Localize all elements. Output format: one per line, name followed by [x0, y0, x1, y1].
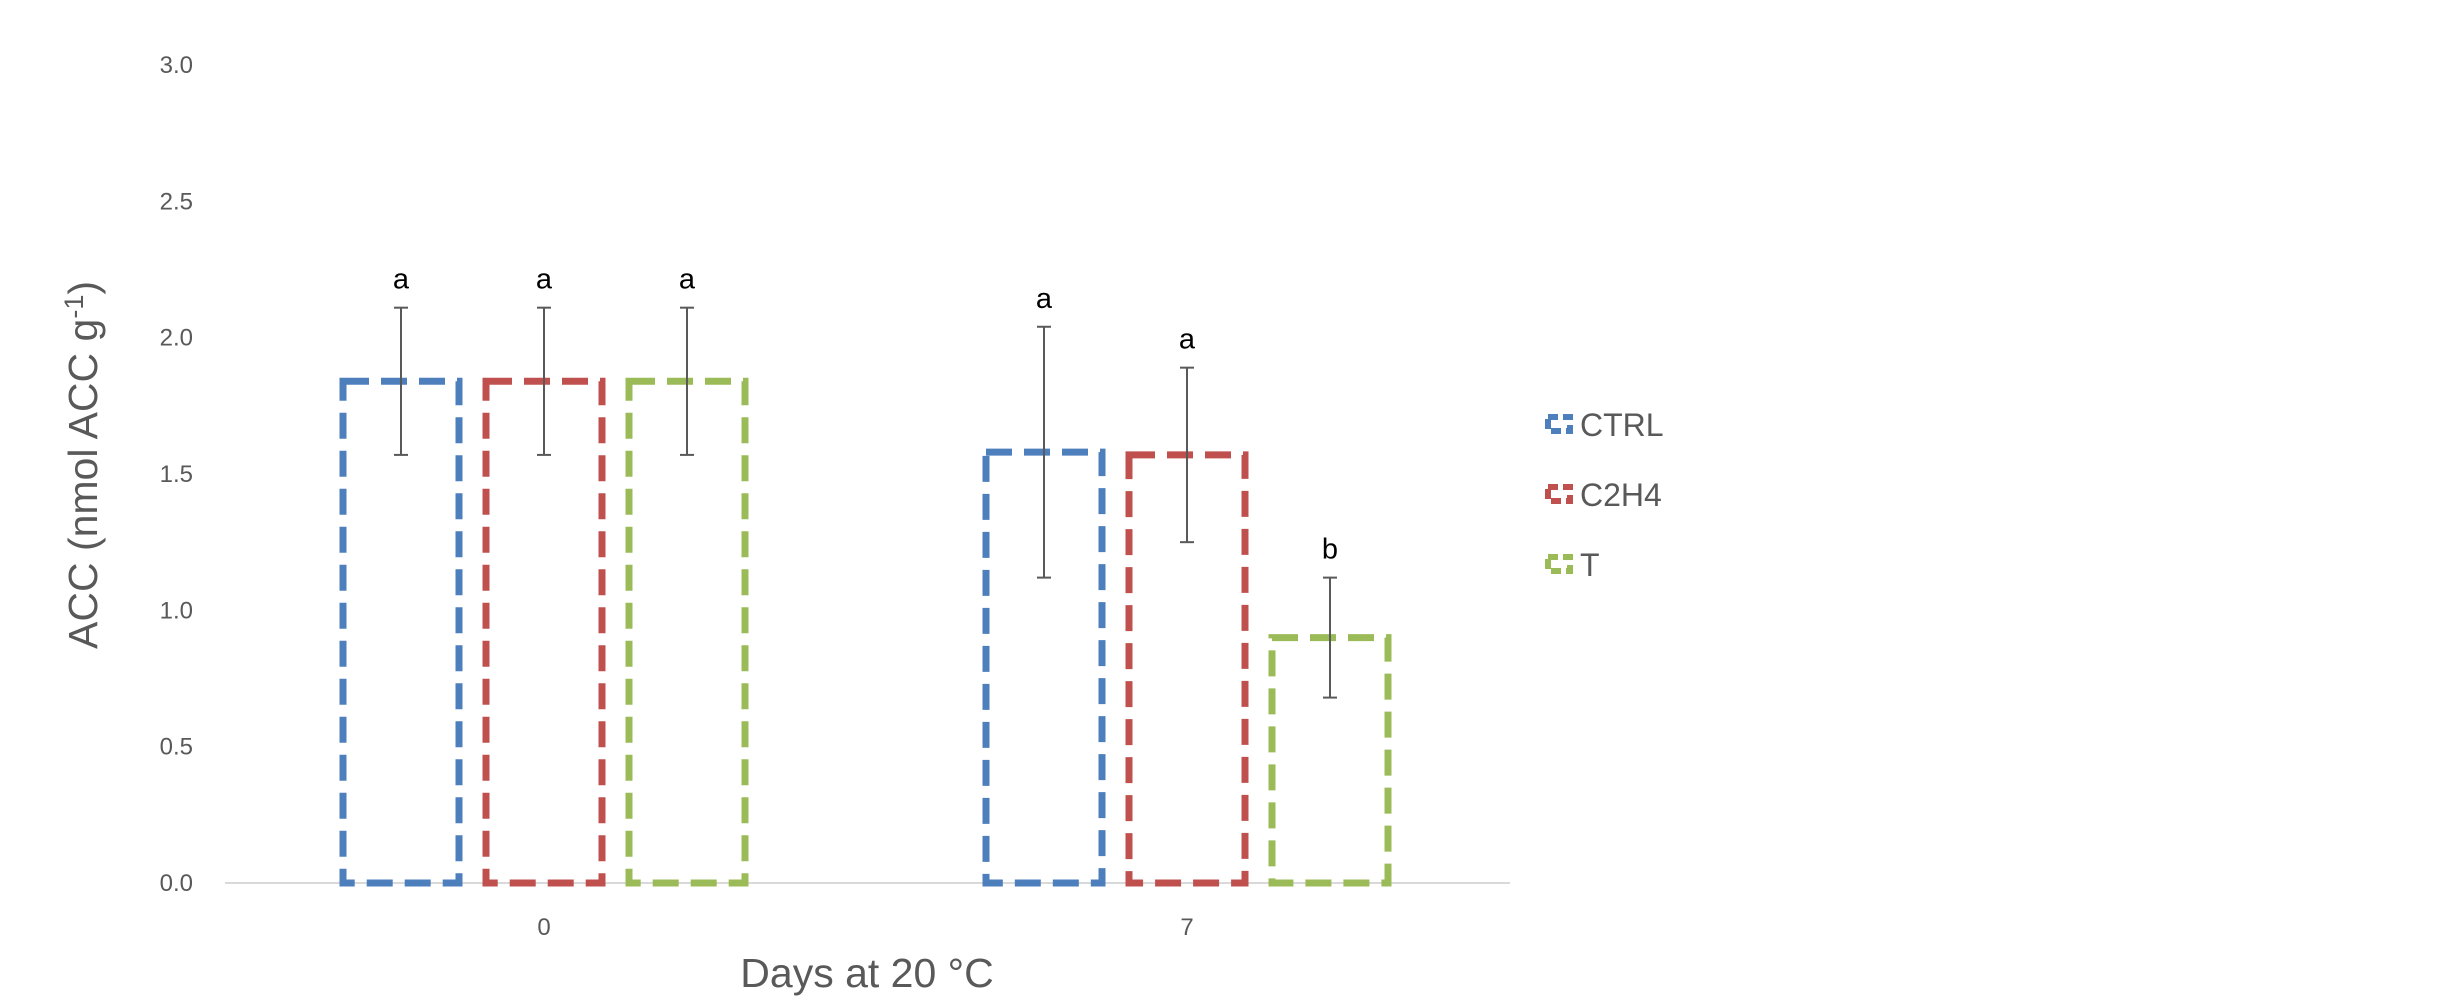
x-tick-label: 0 [537, 914, 550, 941]
y-tick-label: 2.5 [160, 188, 193, 215]
legend-swatch-ctrl [1545, 414, 1573, 434]
y-axis-title: ACC (nmol ACC g-1) [59, 281, 106, 649]
y-tick-label: 0.5 [160, 734, 193, 761]
bar-t-0 [625, 377, 749, 887]
y-axis-title-superscript: -1 [59, 295, 89, 319]
legend-label-ctrl: CTRL [1580, 407, 1664, 443]
bar-c2h4-0 [482, 377, 606, 887]
significance-letter: a [1179, 324, 1196, 356]
x-tick-label: 7 [1180, 914, 1193, 941]
bar-ctrl-0 [339, 377, 463, 887]
x-axis-title: Days at 20 °C [740, 950, 993, 996]
y-tick-label: 1.5 [160, 461, 193, 488]
y-axis-title-close: ) [60, 281, 106, 295]
significance-letter: a [679, 264, 696, 296]
y-axis-ticks: 0.0 0.5 1.0 1.5 2.0 2.5 3.0 [160, 52, 193, 897]
legend-label-c2h4: C2H4 [1580, 477, 1662, 513]
legend-swatch-c2h4 [1545, 484, 1573, 504]
significance-letter: b [1322, 534, 1338, 566]
y-tick-label: 3.0 [160, 52, 193, 79]
y-tick-label: 0.0 [160, 870, 193, 897]
legend-swatch-t [1545, 554, 1573, 574]
y-tick-label: 1.0 [160, 597, 193, 624]
y-tick-label: 2.0 [160, 325, 193, 352]
significance-letter: a [393, 264, 410, 296]
legend-label-t: T [1580, 547, 1600, 583]
y-axis-title-main: ACC (nmol ACC g [60, 319, 106, 649]
legend: CTRL C2H4 T [1545, 407, 1664, 583]
significance-letter: a [536, 264, 553, 296]
significance-letter: a [1036, 283, 1053, 315]
bars-group: a a a a a b [339, 264, 1392, 887]
